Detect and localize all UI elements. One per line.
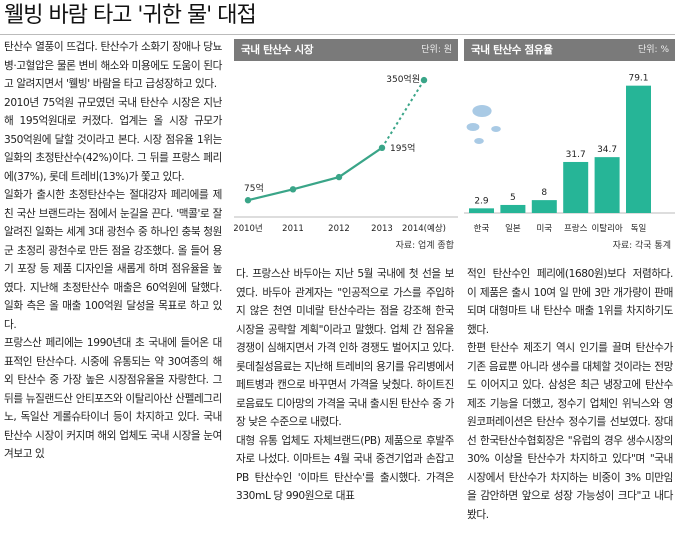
bubble-decoration <box>472 105 492 117</box>
paragraph: 적인 탄산수인 페리에(1680원)보다 저렴하다. 이 제품은 출시 10여 … <box>467 268 673 336</box>
x-tick-label: 이탈리아 <box>591 223 622 234</box>
data-label: 75억 <box>244 182 264 194</box>
bar-value-label: 2.9 <box>474 196 489 206</box>
bar <box>594 157 620 213</box>
paragraph: 탄산수 열풍이 뜨겁다. 탄산수가 소화기 장애나 당뇨병·고혈압은 물론 변비… <box>4 41 222 90</box>
chart-unit: 단위: 원 <box>421 45 452 55</box>
paragraph: 대형 유통 업체도 자체브랜드(PB) 제품으로 후발주자로 나섰다. 이마트는… <box>236 434 454 503</box>
article-column-1: 탄산수 열풍이 뜨겁다. 탄산수가 소화기 장애나 당뇨병·고혈압은 물론 변비… <box>4 38 222 464</box>
data-label: 195억 <box>390 142 415 154</box>
data-point <box>378 144 386 152</box>
chart-source: 자료: 업계 종합 <box>395 241 454 251</box>
headline-rule <box>0 34 675 35</box>
data-point <box>289 186 297 193</box>
bar-value-label: 5 <box>510 193 516 203</box>
x-tick-label: 독일 <box>631 224 647 234</box>
x-tick-label: 2014(예상) <box>402 223 446 234</box>
paragraph: 2010년 75억원 규모였던 국내 탄산수 시장은 지난해 195억원대로 커… <box>4 96 222 183</box>
market-size-chart: 국내 탄산수 시장 단위: 원 75억 195억 350억원 2010년 2011 201… <box>234 39 458 253</box>
series-line <box>247 146 383 202</box>
paragraph: 일화가 출시한 초정탄산수는 절대강자 페리에를 제친 국산 브랜드라는 점에서… <box>4 189 222 331</box>
chart-source: 자료: 각국 통계 <box>612 241 671 251</box>
data-label: 350억원 <box>386 73 420 85</box>
chart-header: 국내 탄산수 점유율 단위: % <box>464 39 675 61</box>
bar-chart-plot: 2.9 한국 5 일본 8 미국 31.7 프랑스 34.7 이탈리아 79.1 독일 <box>464 74 675 234</box>
bar <box>469 208 494 213</box>
x-tick-label: 한국 <box>474 224 490 234</box>
bar-value-label: 34.7 <box>597 145 617 155</box>
market-share-chart: 국내 탄산수 점유율 단위: % 2.9 한국 5 일본 8 미국 31.7 프랑스 34.7 이… <box>464 39 675 253</box>
bar <box>531 200 557 213</box>
paragraph: 다. 프랑스산 바두아는 지난 5월 국내에 첫 선을 보였다. 바두아 관계자… <box>236 268 454 428</box>
x-tick-label: 미국 <box>536 224 552 234</box>
x-tick-label: 2011 <box>282 224 304 234</box>
x-tick-label: 프랑스 <box>564 223 588 234</box>
headline: 웰빙 바람 타고 '귀한 물' 대접 <box>4 3 257 28</box>
x-tick-label: 2010년 <box>234 223 263 234</box>
bar <box>500 204 526 213</box>
bar <box>626 85 651 213</box>
bar-value-label: 31.7 <box>566 150 586 160</box>
data-point <box>335 173 343 181</box>
bar <box>563 161 589 213</box>
line-chart-plot: 75억 195억 350억원 2010년 2011 2012 2013 2014(예상) <box>234 73 458 234</box>
bar-value-label: 79.1 <box>628 74 648 84</box>
data-point <box>420 76 428 84</box>
chart-unit: 단위: % <box>637 45 669 55</box>
chart-title: 국내 탄산수 시장 <box>241 44 314 56</box>
chart-title: 국내 탄산수 점유율 <box>471 44 553 56</box>
data-point <box>244 197 252 204</box>
x-tick-label: 일본 <box>505 224 521 234</box>
article-column-3: 적인 탄산수인 페리에(1680원)보다 저렴하다. 이 제품은 출시 10여 … <box>467 265 673 524</box>
paragraph: 한편 탄산수 제조기 역시 인기를 끌며 탄산수가 기존 음료뿐 아니라 생수를… <box>467 342 673 521</box>
paragraph: 프랑스산 페리에는 1990년대 초 국내에 들어온 대표적인 탄산수다. 시중… <box>4 337 222 460</box>
bar-value-label: 8 <box>541 188 547 198</box>
bubble-decoration <box>491 126 501 132</box>
x-tick-label: 2012 <box>328 224 350 234</box>
chart-header: 국내 탄산수 시장 단위: 원 <box>234 39 458 61</box>
x-tick-label: 2013 <box>371 224 393 234</box>
bubble-decoration <box>466 123 480 131</box>
bubble-decoration <box>474 138 484 144</box>
forecast-line <box>381 79 425 149</box>
article-column-2: 다. 프랑스산 바두아는 지난 5월 국내에 첫 선을 보였다. 바두아 관계자… <box>236 265 454 506</box>
